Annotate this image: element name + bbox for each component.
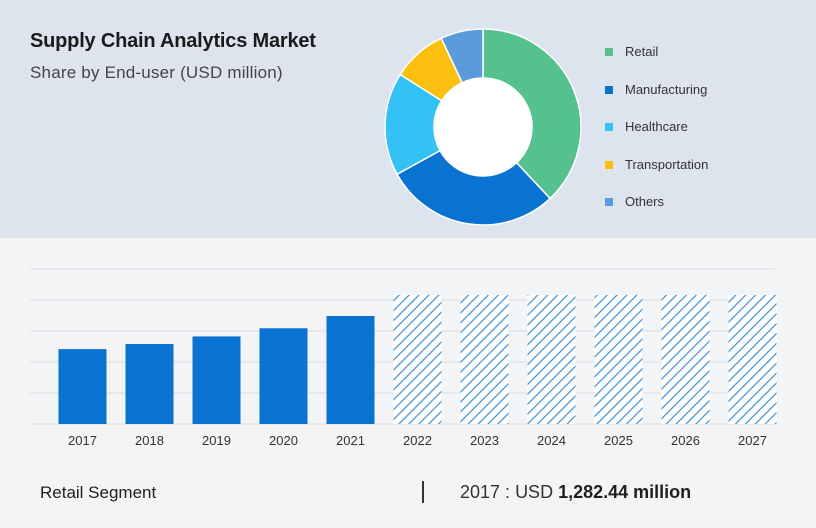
legend-label: Retail [625, 44, 659, 59]
donut-slice-manufacturing [396, 149, 552, 226]
segment-value-currency: USD [515, 482, 554, 502]
bar-2020 [259, 328, 308, 424]
segment-label: Retail Segment [40, 483, 157, 502]
chart-title: Supply Chain Analytics Market [30, 30, 316, 52]
bar-2018 [125, 344, 174, 424]
donut-chart [384, 28, 582, 226]
legend-swatch [605, 160, 613, 169]
footer-separator [422, 481, 424, 503]
donut-slice-retail [482, 28, 582, 200]
legend-item-manufacturing: Manufacturing [605, 82, 805, 120]
forecast-bar-2024 [527, 295, 576, 424]
forecast-bar-2022 [393, 295, 442, 424]
forecast-bar-2027 [728, 295, 777, 424]
segment-value: 2017 : USD 1,282.44 million [460, 482, 691, 503]
segment-value-amount: 1,282.44 million [558, 482, 692, 502]
legend-swatch [605, 48, 613, 56]
x-tick-label: 2026 [671, 433, 700, 448]
donut-slice-others [440, 28, 484, 84]
legend-swatch [605, 85, 613, 94]
legend-item-healthcare: Healthcare [605, 119, 805, 157]
donut-chart-panel: Supply Chain Analytics Market Share by E… [0, 0, 816, 238]
legend-label: Healthcare [625, 119, 688, 134]
legend-label: Transportation [625, 156, 709, 172]
x-tick-label: 2021 [336, 433, 365, 448]
donut-hole [434, 78, 532, 176]
x-tick-label: 2017 [68, 433, 97, 448]
segment-value-year: 2017 [460, 482, 501, 502]
legend-swatch [605, 198, 613, 206]
forecast-bar-2025 [594, 295, 643, 424]
legend-item-transportation: Transportation [605, 157, 805, 195]
bar-chart: 2017 2018 2019 2020 2021 2022 2023 2024 2025 2026… [30, 268, 777, 448]
bar-2017 [58, 349, 107, 424]
chart-subtitle: Share by End-user (USD million) [30, 63, 283, 82]
legend-swatch [605, 123, 613, 131]
x-tick-label: 2024 [537, 433, 566, 448]
bar-2021 [326, 316, 375, 424]
x-tick-label: 2020 [269, 433, 298, 448]
donut-legend: Retail Manufacturing Healthcare Transportat… [605, 44, 805, 232]
x-tick-label: 2023 [470, 433, 499, 448]
forecast-bar-2023 [460, 295, 509, 424]
x-tick-label: 2019 [202, 433, 231, 448]
segment-value-separator: : [500, 482, 516, 502]
legend-item-retail: Retail [605, 44, 805, 82]
x-tick-label: 2022 [403, 433, 432, 448]
x-tick-label: 2025 [604, 433, 633, 448]
legend-label: Manufacturing [625, 81, 708, 97]
x-tick-label: 2018 [135, 433, 164, 448]
bar-2019 [192, 336, 241, 424]
x-tick-label: 2027 [738, 433, 767, 448]
forecast-bar-2026 [661, 295, 710, 424]
legend-label: Others [625, 194, 665, 209]
legend-item-others: Others [605, 194, 805, 232]
